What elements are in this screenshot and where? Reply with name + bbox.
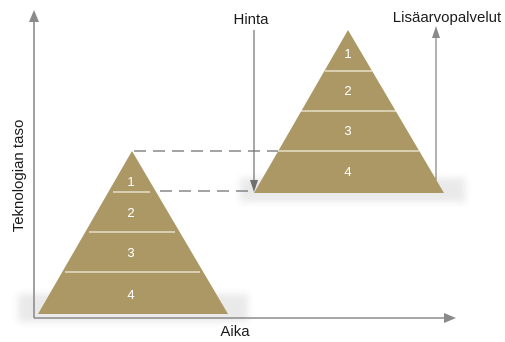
y-axis-arrowhead [29,10,39,22]
pyramid-left-tier-3: 3 [127,245,134,260]
pyramid-right-tier-1: 1 [344,46,351,61]
pyramid-right-tier-2: 2 [344,83,351,98]
pyramid-left-tier-1: 1 [127,174,134,189]
pyramid-right: 1 2 3 4 [254,30,444,193]
pyramid-right-tier-4: 4 [344,164,351,179]
pyramid-left-tier-4: 4 [127,287,134,302]
y-axis [29,10,39,318]
x-axis-arrowhead [444,313,456,323]
price-arrowhead [250,180,258,192]
value-added-arrow [432,26,440,190]
price-label: Hinta [233,11,269,28]
pyramid-left: 1 2 3 4 [38,151,228,314]
price-arrow [250,30,258,192]
y-axis-label: Teknologian taso [10,120,27,233]
x-axis [34,313,456,323]
value-added-arrowhead [432,26,440,38]
x-axis-label: Aika [220,323,250,337]
value-added-label: Lisäarvopalvelut [393,9,502,26]
pyramid-right-tier-3: 3 [344,123,351,138]
pyramid-left-tier-2: 2 [127,205,134,220]
